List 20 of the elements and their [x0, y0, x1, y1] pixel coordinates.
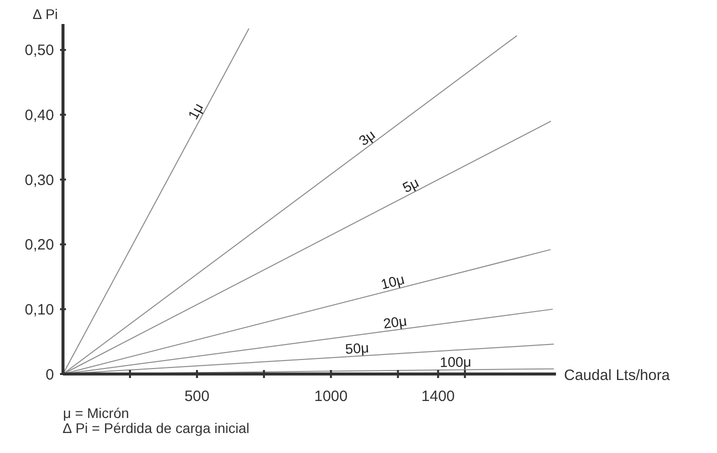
y-tick-label: 0,40	[24, 106, 54, 124]
series-label: 100μ	[440, 354, 472, 370]
y-tick-label: 0	[46, 366, 54, 384]
y-axis-title: ∆ Pi	[33, 6, 58, 22]
y-tick-label: 0,50	[24, 42, 54, 60]
y-tick-label: 0,20	[24, 236, 54, 254]
text: 20μ	[382, 312, 408, 332]
text: μ = Micrón	[63, 405, 130, 421]
series-label: 50μ	[344, 339, 370, 357]
y-tick-label: 0,30	[24, 172, 54, 189]
text: 3μ	[356, 126, 378, 149]
text: 5μ	[400, 174, 422, 196]
x-axis-title: Caudal Lts/hora	[564, 367, 671, 384]
x-tick-label: 500	[184, 388, 210, 405]
y-tick-label: 0,10	[24, 301, 54, 318]
text: 1μ	[184, 100, 206, 122]
x-tick-label: 1400	[421, 388, 455, 405]
text: ∆ Pi = Pérdida de carga inicial	[63, 420, 250, 436]
x-tick-label: 1000	[314, 388, 348, 405]
text: 10μ	[379, 270, 406, 292]
